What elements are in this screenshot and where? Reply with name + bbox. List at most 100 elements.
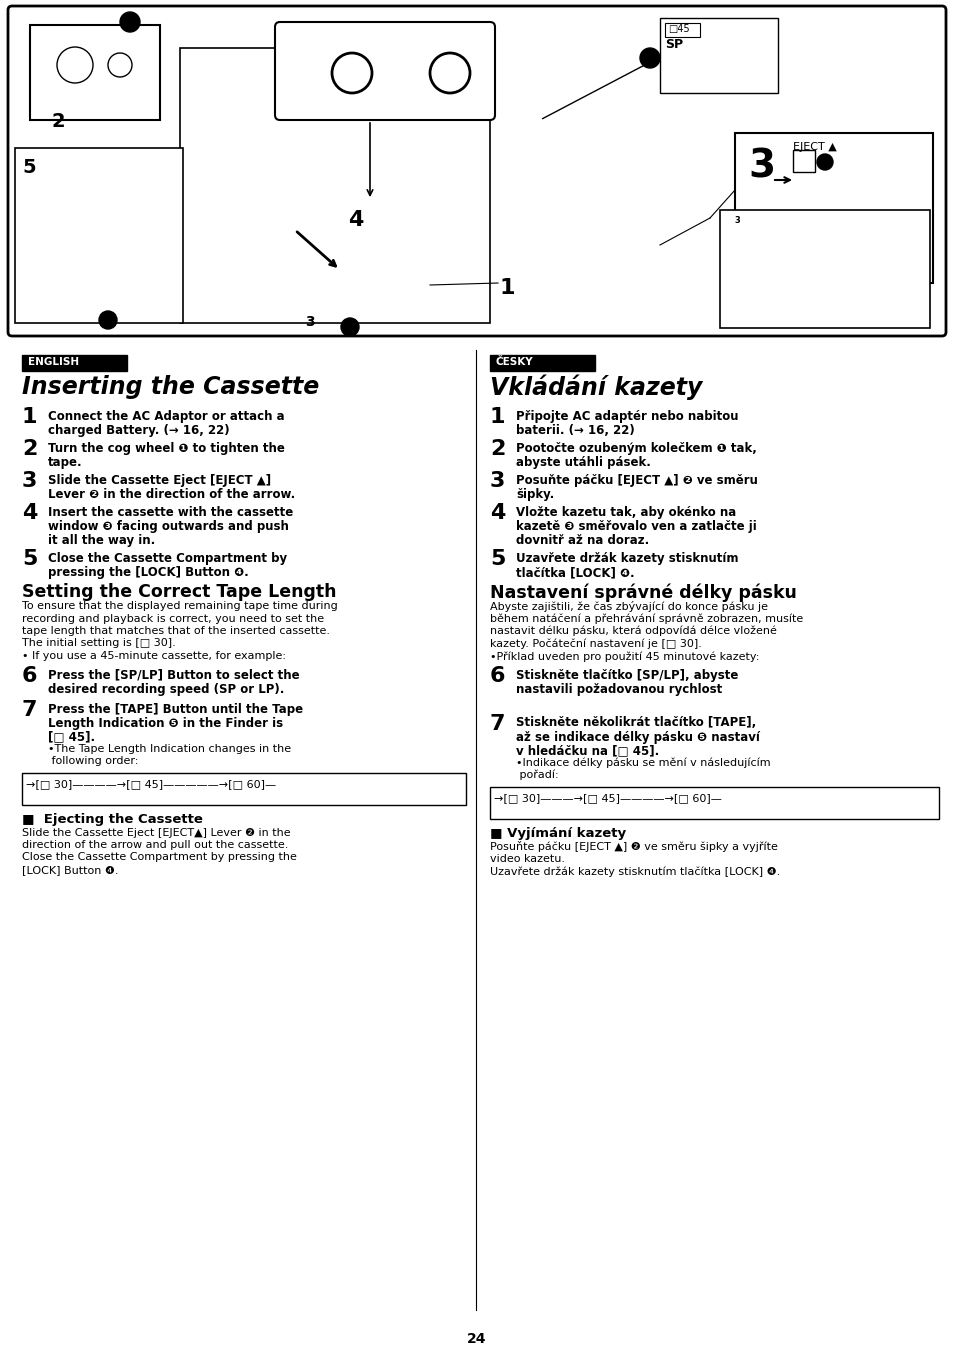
Text: dovnitř až na doraz.: dovnitř až na doraz. [516, 534, 649, 547]
Text: Posuňte páčku [EJECT ▲] ❷ ve směru: Posuňte páčku [EJECT ▲] ❷ ve směru [516, 474, 757, 486]
Text: Stiskněte několikrát tlačítko [TAPE],: Stiskněte několikrát tlačítko [TAPE], [516, 716, 756, 730]
Text: abyste utáhli pásek.: abyste utáhli pásek. [516, 457, 650, 469]
Text: •Indikace délky pásku se mění v následujícím: •Indikace délky pásku se mění v následuj… [516, 758, 770, 767]
Bar [22, 773, 465, 804]
Text: it all the way in.: it all the way in. [48, 534, 155, 547]
Bar [659, 18, 778, 93]
Text: following order:: following order: [48, 757, 138, 766]
Text: Stiskněte tlačítko [SP/LP], abyste: Stiskněte tlačítko [SP/LP], abyste [516, 669, 738, 681]
Text: • If you use a 45-minute cassette, for example:: • If you use a 45-minute cassette, for e… [22, 651, 286, 661]
Text: [LOCK] Button ❹.: [LOCK] Button ❹. [22, 865, 118, 875]
Text: 1: 1 [499, 278, 515, 299]
Text: 5: 5 [646, 49, 653, 59]
Text: 1: 1 [490, 407, 505, 427]
Text: Vložte kazetu tak, aby okénko na: Vložte kazetu tak, aby okénko na [516, 507, 736, 519]
Text: nastavit délku pásku, která odpovídá délce vložené: nastavit délku pásku, která odpovídá dél… [490, 626, 776, 636]
Text: Connect the AC Adaptor or attach a: Connect the AC Adaptor or attach a [48, 409, 284, 423]
Circle shape [120, 12, 140, 32]
Text: Pootоčte ozubeným kolečkem ❶ tak,: Pootоčte ozubeným kolečkem ❶ tak, [516, 442, 756, 455]
Bar [490, 786, 938, 819]
Text: desired recording speed (SP or LP).: desired recording speed (SP or LP). [48, 682, 284, 696]
Text: Press the [TAPE] Button until the Tape: Press the [TAPE] Button until the Tape [48, 703, 303, 716]
Text: 2: 2 [22, 439, 37, 459]
Text: Slide the Cassette Eject [EJECT ▲]: Slide the Cassette Eject [EJECT ▲] [48, 474, 271, 486]
Text: v hledáčku na [□ 45].: v hledáčku na [□ 45]. [516, 744, 659, 758]
Circle shape [340, 317, 358, 336]
Circle shape [57, 47, 92, 82]
Text: 4: 4 [22, 503, 37, 523]
Text: tape.: tape. [48, 457, 83, 469]
Text: kazety. Počáteční nastavení je [□ 30].: kazety. Počáteční nastavení je [□ 30]. [490, 639, 701, 648]
Bar [15, 149, 183, 323]
Text: Close the Cassette Compartment by: Close the Cassette Compartment by [48, 553, 287, 565]
Text: •Příklad uveden pro použití 45 minutové kazety:: •Příklad uveden pro použití 45 minutové … [490, 651, 759, 662]
Text: během natáčení a přehrávání správně zobrazen, musíte: během natáčení a přehrávání správně zobr… [490, 613, 802, 624]
Text: pressing the [LOCK] Button ❹.: pressing the [LOCK] Button ❹. [48, 566, 249, 580]
Text: nastavili požadovanou rychlost: nastavili požadovanou rychlost [516, 682, 721, 696]
Text: Setting the Correct Tape Length: Setting the Correct Tape Length [22, 584, 336, 601]
Text: 7: 7 [490, 713, 505, 734]
Text: 7: 7 [22, 700, 37, 720]
FancyBboxPatch shape [274, 22, 495, 120]
Text: 6: 6 [490, 666, 505, 685]
Text: Close the Cassette Compartment by pressing the: Close the Cassette Compartment by pressi… [22, 852, 296, 862]
Text: Length Indication ❺ in the Finder is: Length Indication ❺ in the Finder is [48, 716, 283, 730]
Text: SP/LP: SP/LP [319, 27, 354, 41]
Text: window ❸ facing outwards and push: window ❸ facing outwards and push [48, 520, 289, 534]
Text: až se indikace délky pásku ❺ nastaví: až se indikace délky pásku ❺ nastaví [516, 731, 760, 743]
Text: EJECT ▲: EJECT ▲ [792, 142, 836, 153]
Text: 5: 5 [22, 549, 37, 569]
Text: Insert the cassette with the cassette: Insert the cassette with the cassette [48, 507, 293, 519]
Bar [22, 355, 127, 372]
Bar [792, 150, 814, 172]
Text: pořadí:: pořadí: [516, 770, 558, 781]
Text: charged Battery. (→ 16, 22): charged Battery. (→ 16, 22) [48, 424, 230, 436]
Text: 4: 4 [348, 209, 363, 230]
Text: 6: 6 [22, 666, 37, 685]
Text: video kazetu.: video kazetu. [490, 854, 564, 865]
Text: šipky.: šipky. [516, 488, 554, 501]
Bar [720, 209, 929, 328]
Text: recording and playback is correct, you need to set the: recording and playback is correct, you n… [22, 613, 324, 624]
Bar [734, 132, 932, 282]
Bar [180, 49, 490, 323]
Text: 2: 2 [490, 439, 505, 459]
Text: SP: SP [664, 38, 682, 51]
Text: Posuňte páčku [EJECT ▲] ❷ ve směru šipky a vyjříte: Posuňte páčku [EJECT ▲] ❷ ve směru šipky… [490, 842, 777, 852]
Circle shape [99, 311, 117, 330]
Text: 5: 5 [490, 549, 505, 569]
Circle shape [639, 49, 659, 68]
Circle shape [108, 53, 132, 77]
Bar [30, 26, 160, 120]
Text: 4: 4 [105, 312, 112, 322]
Text: [□ 45].: [□ 45]. [48, 731, 95, 743]
Text: Připojte AC adaptér nebo nabitou: Připojte AC adaptér nebo nabitou [516, 409, 738, 423]
Text: 3: 3 [22, 471, 37, 490]
Text: Uzavřete držák kazety stisknutím: Uzavřete držák kazety stisknutím [516, 553, 738, 565]
Text: 2: 2 [52, 112, 66, 131]
Text: To ensure that the displayed remaining tape time during: To ensure that the displayed remaining t… [22, 601, 337, 611]
Text: baterii. (→ 16, 22): baterii. (→ 16, 22) [516, 424, 634, 436]
Text: direction of the arrow and pull out the cassette.: direction of the arrow and pull out the … [22, 840, 288, 850]
Text: 1: 1 [126, 14, 133, 23]
Circle shape [816, 154, 832, 170]
Text: □45: □45 [667, 24, 689, 34]
Text: TAPE: TAPE [408, 27, 438, 41]
Text: The initial setting is [□ 30].: The initial setting is [□ 30]. [22, 639, 175, 648]
Text: 5: 5 [22, 158, 35, 177]
Text: ■ Vyjímání kazety: ■ Vyjímání kazety [490, 827, 625, 839]
Text: Abyste zajištili, že čas zbývající do konce pásku je: Abyste zajištili, že čas zbývající do ko… [490, 601, 767, 612]
Text: ENGLISH: ENGLISH [28, 357, 79, 367]
Text: 24: 24 [467, 1332, 486, 1346]
FancyBboxPatch shape [8, 5, 945, 336]
Circle shape [430, 53, 470, 93]
Text: 4: 4 [490, 503, 505, 523]
Text: Slide the Cassette Eject [EJECT▲] Lever ❷ in the: Slide the Cassette Eject [EJECT▲] Lever … [22, 828, 291, 838]
Text: tape length that matches that of the inserted cassette.: tape length that matches that of the ins… [22, 626, 330, 636]
Text: 3: 3 [305, 315, 314, 330]
Text: 3: 3 [747, 149, 774, 186]
Text: 6: 6 [290, 30, 324, 78]
Bar [490, 355, 595, 372]
Text: 3: 3 [347, 319, 353, 328]
Text: ■  Ejecting the Cassette: ■ Ejecting the Cassette [22, 812, 203, 825]
